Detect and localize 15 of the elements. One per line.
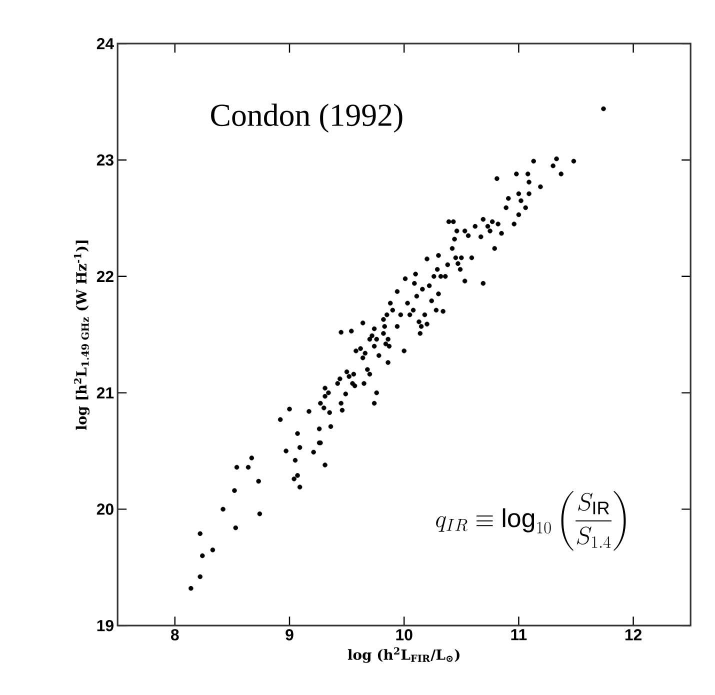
x-tick-label: 9 [286, 629, 294, 640]
x-axis-title: log (h$^{2}$L$_{FIR}$/L$_{⊙}$) [348, 647, 460, 663]
y-tick-label: 19 [97, 620, 114, 632]
x-tick-label: 10 [396, 629, 412, 640]
y-tick-label: 22 [96, 270, 114, 282]
y-tick-label: 23 [96, 154, 114, 166]
x-tick-label: 12 [625, 629, 642, 640]
annotation: $q_{IR} \equiv \log_{10}\left(\frac{S_{\rm IR}}{S_{1.4}}\right)$ [436, 491, 626, 551]
y-axis-title: log [h$^{2}$L$_{1.49 GHz}$ (W Hz$^{-1}$)] [74, 240, 90, 430]
x-tick-label: 8 [170, 629, 179, 640]
y-tick-label: 24 [96, 38, 114, 50]
x-tick-label: 11 [511, 629, 527, 640]
y-tick-label: 21 [96, 387, 114, 398]
annotation: Condon (1992) [211, 104, 402, 133]
y-tick-label: 20 [96, 504, 114, 515]
